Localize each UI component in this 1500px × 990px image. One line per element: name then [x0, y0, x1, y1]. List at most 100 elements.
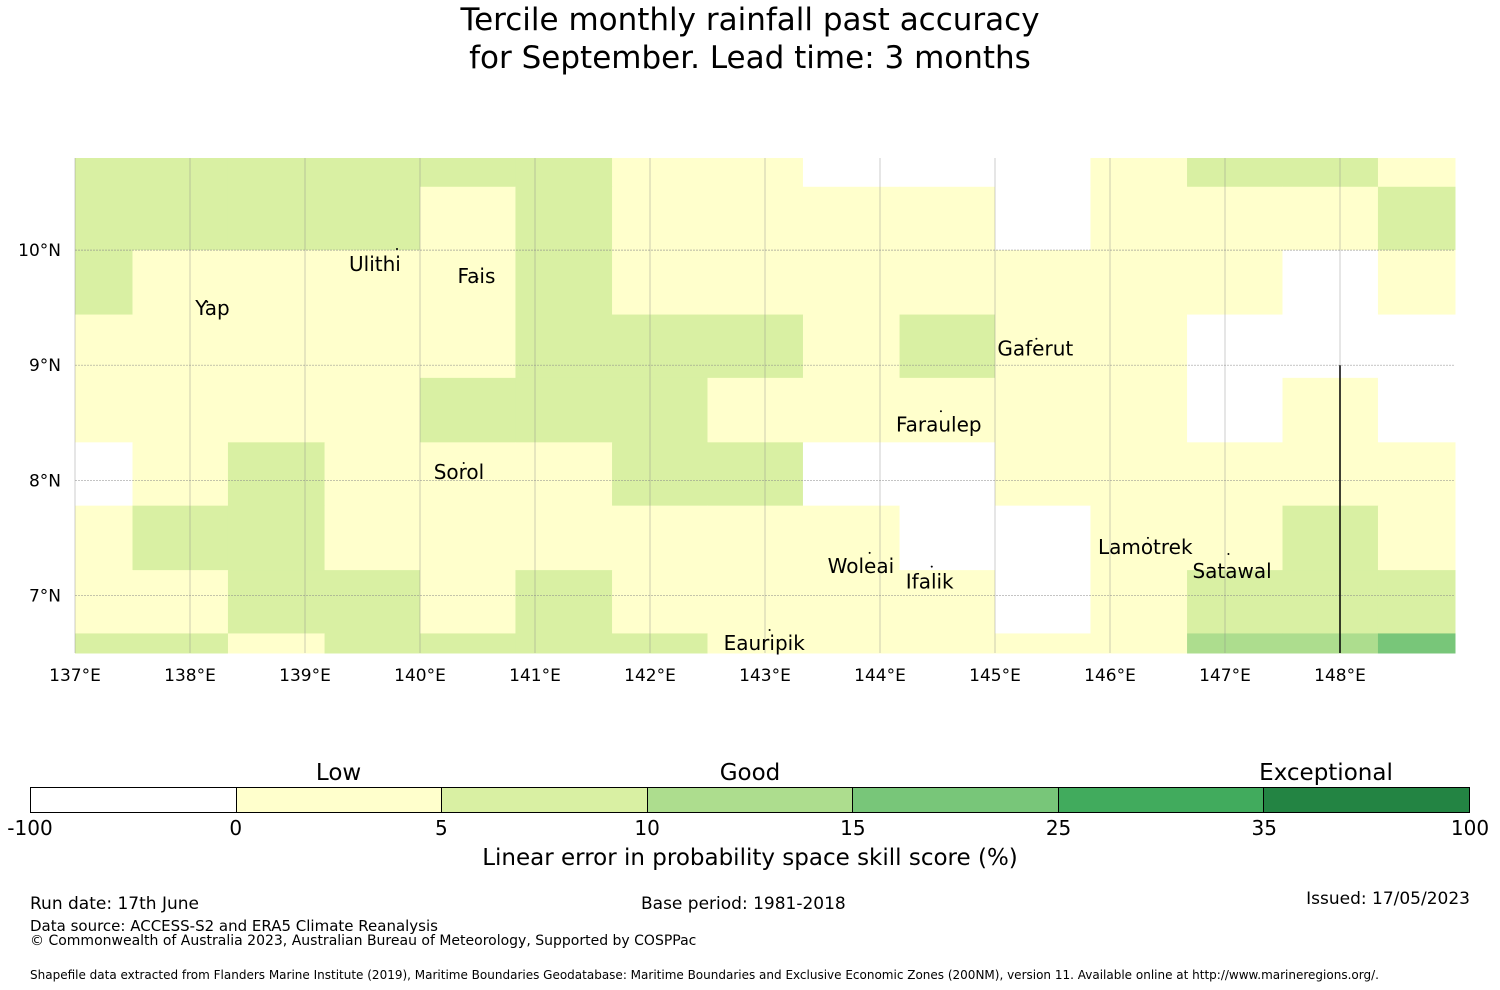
- colorbar-segment: [646, 788, 853, 812]
- grid-cell: [612, 442, 708, 507]
- grid-cell: [899, 633, 996, 654]
- grid-cell: [707, 377, 804, 443]
- grid-cell: [707, 314, 804, 379]
- grid-cell: [420, 158, 516, 188]
- grid-cell: [612, 570, 708, 634]
- colorbar-category-label: Good: [719, 760, 781, 786]
- run-date: Run date: 17th June: [30, 894, 199, 914]
- grid-cell: [612, 505, 708, 571]
- grid-cell: [75, 377, 133, 443]
- grid-cell: [1377, 570, 1456, 634]
- grid-cell: [899, 442, 996, 507]
- colorbar-category-label: Exceptional: [1259, 760, 1393, 786]
- lat-tick-label: 9°N: [29, 356, 61, 376]
- grid-cell: [1282, 250, 1379, 316]
- grid-cell: [1187, 633, 1283, 654]
- grid-cell: [995, 250, 1091, 316]
- grid-cell: [420, 442, 516, 507]
- island-marker: [930, 565, 933, 568]
- grid-cell: [227, 505, 326, 571]
- island-marker: [768, 628, 771, 631]
- lon-tick-label: 146°E: [1084, 666, 1136, 686]
- grid-cell: [899, 505, 996, 571]
- colorbar-category-label: Low: [315, 760, 362, 786]
- map-title-line-1: Tercile monthly rainfall past accuracy: [460, 2, 1040, 38]
- island-marker: [206, 300, 209, 303]
- grid-cell: [1282, 186, 1379, 251]
- grid-cell: [1090, 158, 1188, 188]
- grid-cell: [1090, 442, 1188, 507]
- grid-cell: [995, 314, 1091, 379]
- grid-cell: [75, 633, 133, 654]
- grid-cell: [995, 186, 1091, 251]
- grid-cell: [1187, 250, 1283, 316]
- data-source: Data source: ACCESS-S2 and ERA5 Climate …: [30, 917, 438, 935]
- grid-cell: [1377, 158, 1456, 188]
- place-label: Ifalik: [906, 570, 954, 594]
- grid-cell: [707, 505, 804, 571]
- grid-cell: [612, 186, 708, 251]
- grid-cell: [324, 633, 421, 654]
- island-marker: [1227, 553, 1230, 555]
- grid-cell: [420, 314, 516, 379]
- place-label: Satawal: [1192, 559, 1271, 583]
- grid-cell: [802, 250, 901, 316]
- grid-cell: [515, 250, 613, 316]
- grid-cell: [1377, 633, 1456, 654]
- grid-cell: [75, 186, 133, 251]
- grid-cell: [612, 633, 708, 654]
- grid-cell: [995, 377, 1091, 443]
- grid-cell: [515, 186, 613, 251]
- shapefile-credit: Shapefile data extracted from Flanders M…: [30, 968, 1379, 982]
- lon-tick-label: 138°E: [164, 666, 216, 686]
- place-label: Yap: [194, 296, 229, 320]
- grid-cell: [802, 377, 901, 443]
- grid-cell: [707, 186, 804, 251]
- grid-cell: [227, 570, 326, 634]
- grid-cell: [324, 442, 421, 507]
- grid-cell: [324, 570, 421, 634]
- grid-cell: [707, 633, 804, 654]
- grid-cell: [612, 158, 708, 188]
- grid-cell: [1090, 314, 1188, 379]
- colorbar-segment: [1057, 788, 1264, 812]
- grid-cell: [899, 250, 996, 316]
- island-marker: [476, 277, 479, 280]
- grid-cell: [1282, 442, 1379, 507]
- colorbar-tick-label: -100: [7, 816, 53, 840]
- grid-cell: [1377, 505, 1456, 571]
- grid-cell: [1187, 505, 1283, 571]
- grid-cell: [324, 505, 421, 571]
- grid-cell: [75, 442, 133, 507]
- colorbar-segment: [1263, 788, 1470, 812]
- island-marker: [939, 410, 942, 413]
- grid-cell: [75, 570, 133, 634]
- grid-cell: [227, 377, 326, 443]
- grid-cell: [420, 570, 516, 634]
- colorbar: [30, 787, 1470, 813]
- grid-cell: [899, 314, 996, 379]
- grid-cell: [324, 314, 421, 379]
- island-marker: [396, 247, 398, 250]
- grid-cell: [1090, 186, 1188, 251]
- copyright: © Commonwealth of Australia 2023, Austra…: [30, 933, 697, 949]
- map-title-line-2: for September. Lead time: 3 months: [469, 40, 1031, 76]
- grid-cell: [227, 158, 326, 188]
- grid-cell: [75, 314, 133, 379]
- grid-cell: [515, 633, 613, 654]
- grid-cell: [802, 633, 901, 654]
- place-label: Sorol: [434, 460, 485, 484]
- grid-cell: [132, 158, 229, 188]
- colorbar-tick-label: 100: [1450, 816, 1490, 840]
- grid-cell: [132, 377, 229, 443]
- lon-tick-label: 147°E: [1199, 666, 1251, 686]
- grid-cell: [227, 633, 326, 654]
- grid-cell: [899, 158, 996, 188]
- grid-cell: [1090, 377, 1188, 443]
- lat-tick-label: 8°N: [29, 471, 61, 491]
- grid-cell: [132, 314, 229, 379]
- colorbar-segment: [31, 788, 236, 812]
- lon-tick-label: 140°E: [394, 666, 446, 686]
- grid-cell: [420, 250, 516, 316]
- grid-cell: [707, 158, 804, 188]
